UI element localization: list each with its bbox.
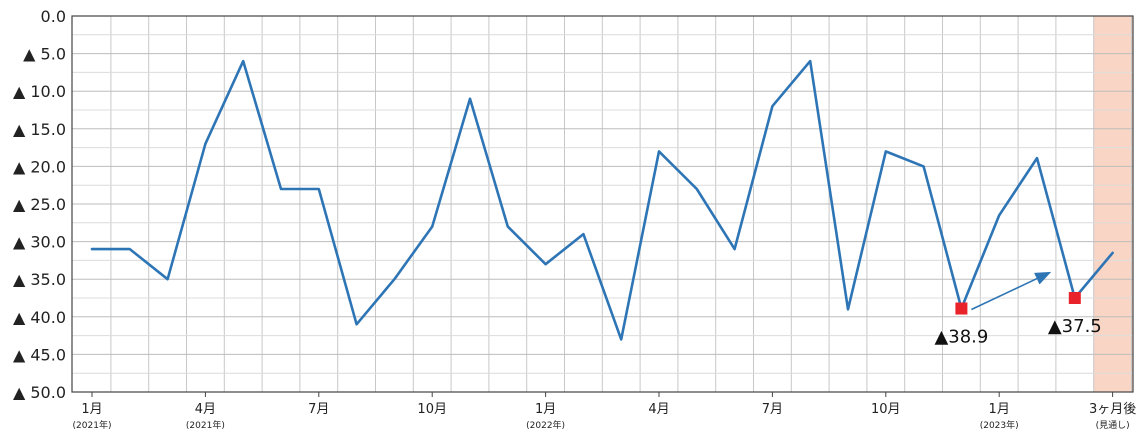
x-tick-label: 4月 [648, 402, 669, 417]
x-tick-sublabel: (2021年) [186, 419, 225, 431]
y-tick-label: ▲ 25.0 [13, 195, 66, 214]
highlight-label: ▲37.5 [1048, 316, 1102, 337]
y-tick-label: ▲ 5.0 [23, 45, 66, 64]
x-tick-label: 10月 [417, 402, 447, 417]
x-tick-label: 3ヶ月後 [1089, 402, 1136, 417]
x-tick-sublabel: (見通し) [1096, 420, 1130, 431]
x-tick-label: 10月 [871, 402, 901, 417]
y-tick-label: 0.0 [41, 7, 66, 26]
x-tick-sublabel: (2023年) [980, 419, 1019, 431]
highlight-label: ▲38.9 [934, 327, 988, 348]
x-tick-label: 1月 [81, 402, 102, 417]
x-tick-label: 7月 [308, 402, 329, 417]
x-tick-label: 7月 [762, 402, 783, 417]
x-tick-label: 4月 [195, 402, 216, 417]
x-tick-sublabel: (2022年) [526, 419, 565, 431]
y-tick-label: ▲ 15.0 [13, 120, 66, 139]
highlight-marker [955, 302, 968, 315]
highlight-marker [1068, 292, 1081, 304]
y-tick-label: ▲ 35.0 [13, 270, 66, 289]
y-tick-label: ▲ 30.0 [13, 233, 66, 252]
y-tick-label: ▲ 50.0 [13, 383, 66, 402]
series-line [90, 59, 1114, 341]
plot-border [71, 15, 1134, 393]
x-tick-label: 1月 [989, 402, 1010, 417]
trend-arrow [971, 271, 1052, 311]
x-tick-sublabel: (2021年) [73, 419, 112, 431]
y-tick-label: ▲ 45.0 [13, 345, 66, 364]
x-tick-label: 1月 [535, 402, 556, 417]
y-tick-label: ▲ 10.0 [13, 82, 66, 101]
y-tick-label: ▲ 20.0 [13, 157, 66, 176]
y-tick-label: ▲ 40.0 [13, 308, 66, 327]
